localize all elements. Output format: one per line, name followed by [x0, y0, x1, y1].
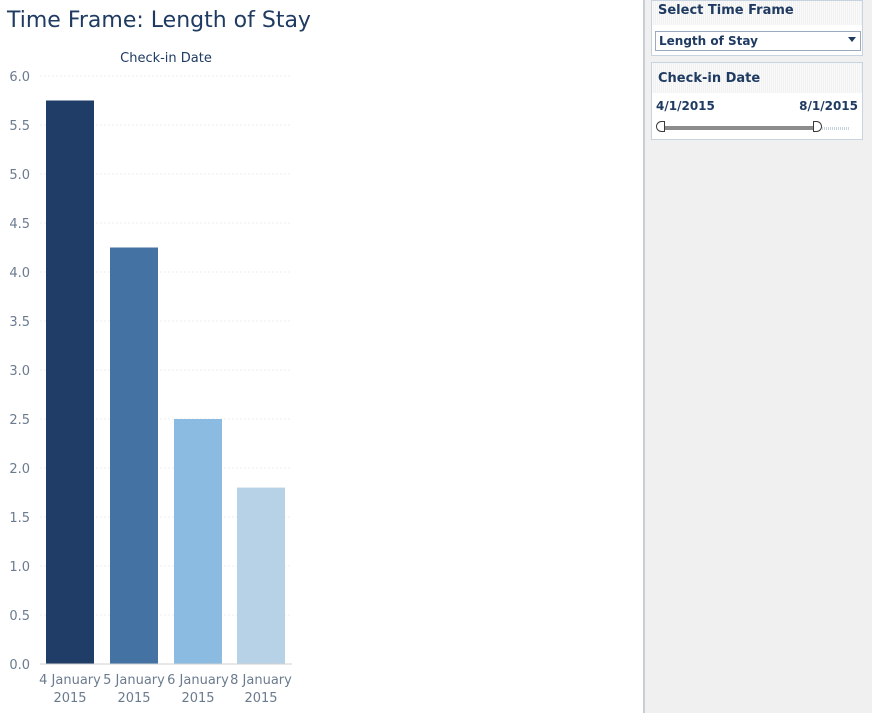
- x-tick-label-line: 8 January: [230, 673, 292, 688]
- y-tick-label: 4.0: [9, 266, 30, 281]
- x-tick-label-line: 4 January: [39, 673, 101, 688]
- sidebar-divider: [643, 0, 645, 713]
- x-tick-label-line: 6 January: [167, 673, 229, 688]
- y-tick-label: 2.5: [9, 413, 30, 428]
- x-tick-label: 8 January 2015: [230, 673, 292, 706]
- chart-title: Check-in Date: [120, 51, 212, 66]
- range-end-label: 8/1/2015: [799, 99, 858, 113]
- x-tick-label: 6 January 2015: [167, 673, 229, 706]
- y-tick-label: 5.5: [9, 119, 30, 134]
- x-tick-label-line: 2015: [244, 691, 277, 706]
- y-tick-label: 2.0: [9, 462, 30, 477]
- time-frame-filter: Select Time Frame Length of Stay: [651, 0, 863, 56]
- y-tick-label: 6.0: [9, 70, 30, 85]
- bar-3: [174, 419, 222, 664]
- x-tick-label-line: 2015: [181, 691, 214, 706]
- y-tick-label: 5.0: [9, 168, 30, 183]
- time-frame-select[interactable]: Length of Stay: [655, 31, 861, 51]
- y-tick-label: 4.5: [9, 217, 30, 232]
- chevron-down-icon[interactable]: [848, 37, 856, 42]
- bar-chart: Check-in Date 0.0 0.5 1.0 1.5 2.0 2.5 3.0 3.5 4.0…: [9, 51, 292, 706]
- date-range-slider-remainder[interactable]: [818, 127, 850, 130]
- bar-4: [237, 487, 285, 664]
- x-tick-label-line: 2015: [53, 691, 86, 706]
- time-frame-filter-title: Select Time Frame: [652, 1, 862, 25]
- slider-end-handle[interactable]: [813, 121, 822, 132]
- checkin-date-filter: Check-in Date 4/1/2015 8/1/2015: [651, 62, 863, 140]
- date-range-slider-track[interactable]: [660, 126, 818, 130]
- y-tick-label: 0.5: [9, 609, 30, 624]
- x-tick-label-line: 5 January: [103, 673, 165, 688]
- x-tick-label-line: 2015: [117, 691, 150, 706]
- main-area: Time Frame: Length of Stay Check-in Date…: [7, 8, 311, 706]
- y-tick-label: 3.5: [9, 315, 30, 330]
- bar-1: [46, 100, 94, 664]
- y-tick-label: 1.5: [9, 511, 30, 526]
- bar-2: [110, 247, 158, 664]
- checkin-date-filter-title: Check-in Date: [652, 63, 862, 93]
- y-tick-label: 0.0: [9, 658, 30, 673]
- time-frame-select-value: Length of Stay: [659, 34, 758, 48]
- sidebar: Select Time Frame Length of Stay Check-i…: [645, 0, 872, 713]
- x-tick-label: 5 January 2015: [103, 673, 165, 706]
- y-tick-label: 3.0: [9, 364, 30, 379]
- page-title: Time Frame: Length of Stay: [7, 8, 311, 33]
- x-tick-label: 4 January 2015: [39, 673, 101, 706]
- range-start-label: 4/1/2015: [656, 99, 715, 113]
- y-tick-label: 1.0: [9, 560, 30, 575]
- slider-start-handle[interactable]: [656, 121, 665, 132]
